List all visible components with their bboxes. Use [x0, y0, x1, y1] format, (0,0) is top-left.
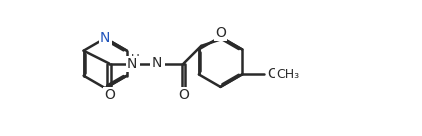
Text: O: O	[267, 67, 278, 81]
Text: N: N	[100, 31, 111, 45]
Text: H: H	[130, 53, 139, 66]
Text: O: O	[178, 88, 189, 102]
Text: CH₃: CH₃	[276, 68, 300, 81]
Text: N: N	[127, 57, 138, 71]
Text: O: O	[215, 26, 226, 40]
Text: N: N	[151, 56, 162, 70]
Text: H: H	[155, 61, 164, 74]
Text: O: O	[104, 88, 115, 102]
